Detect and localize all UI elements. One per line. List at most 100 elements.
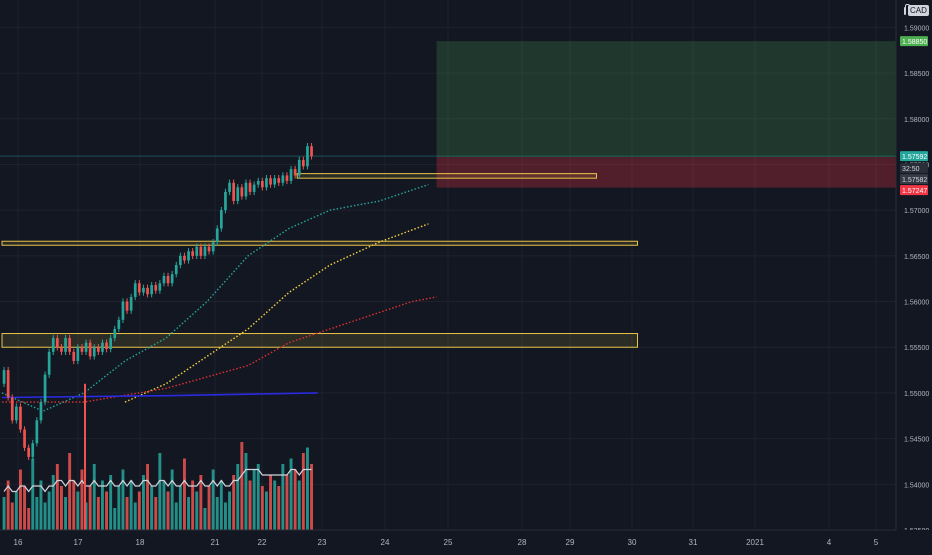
candles xyxy=(2,143,313,461)
x-tick-label: 22 xyxy=(258,538,267,547)
y-tick-label: 1.55000 xyxy=(904,391,929,398)
volume-bar xyxy=(51,475,55,530)
volume-bar xyxy=(88,486,92,530)
candle-body xyxy=(31,443,35,457)
candle-body xyxy=(51,338,55,352)
volume-bar xyxy=(232,475,236,530)
x-tick-label: 25 xyxy=(444,538,453,547)
candle-body xyxy=(187,251,190,261)
candle-body xyxy=(129,296,133,311)
candle-body xyxy=(293,169,297,176)
volume-bar xyxy=(23,486,26,530)
y-tick-label: 1.57000 xyxy=(904,208,929,215)
currency-badge[interactable]: CAD xyxy=(904,3,929,17)
volume-bar xyxy=(137,491,141,530)
x-tick-label: 17 xyxy=(74,538,83,547)
stop-price-tag: 1.57247 xyxy=(900,185,928,196)
volume-bar xyxy=(43,502,47,530)
price-axis-bg xyxy=(896,0,932,550)
candle-body xyxy=(97,347,100,352)
volume-ma-line xyxy=(3,468,312,493)
candle-body xyxy=(199,246,203,256)
candle-body xyxy=(256,180,260,185)
volume-bar xyxy=(240,442,244,530)
candle-body xyxy=(154,285,158,291)
ma-slow-line xyxy=(2,296,437,403)
volume-bar xyxy=(60,486,63,530)
time-axis-bg xyxy=(0,530,932,550)
candle-body xyxy=(64,338,67,352)
candle-body xyxy=(35,420,39,444)
y-tick-label: 1.54500 xyxy=(904,437,929,444)
candle-body xyxy=(215,228,219,243)
candle-body xyxy=(183,255,186,261)
candle-body xyxy=(125,301,129,311)
entry-price-tag-text: 1.57582 xyxy=(902,177,927,184)
volume-bar xyxy=(19,469,22,530)
candle-body xyxy=(248,182,252,192)
volume-bar xyxy=(64,497,67,530)
candle-body xyxy=(297,159,301,176)
volume-bar xyxy=(203,508,207,530)
target-price-tag: 1.58850 xyxy=(900,36,928,47)
current-price-tag-bg xyxy=(900,151,928,162)
currency-label: CAD xyxy=(908,4,929,16)
candle-body xyxy=(306,146,309,167)
candle-body xyxy=(146,287,149,295)
volume-bar xyxy=(109,475,113,530)
candle-body xyxy=(117,319,121,329)
candle-body xyxy=(207,246,211,252)
volume-bar xyxy=(297,480,301,530)
y-tick-label: 1.56000 xyxy=(904,300,929,307)
candle-body xyxy=(166,275,170,284)
candle-body xyxy=(281,175,285,183)
x-tick-label: 2021 xyxy=(746,538,764,547)
candle-body xyxy=(105,342,108,350)
volume-bar xyxy=(10,502,14,530)
volume-bar xyxy=(281,464,285,530)
support-zone-low xyxy=(1,333,638,348)
support-zone-mid xyxy=(1,240,638,246)
volume-bar xyxy=(265,491,268,530)
target-zone xyxy=(436,41,932,157)
volume-bar xyxy=(277,486,281,530)
candle-body xyxy=(101,342,104,352)
volume-bar xyxy=(293,469,297,530)
x-tick-label: 4 xyxy=(827,538,832,547)
candle-body xyxy=(10,397,14,421)
y-tick-label: 1.54000 xyxy=(904,482,929,489)
candle-body xyxy=(240,187,244,197)
volume-bar xyxy=(96,497,100,530)
volume-bar xyxy=(219,480,223,530)
entry-price-tag: 1.57582 xyxy=(900,174,928,185)
candle-body xyxy=(88,342,92,357)
x-tick-label: 23 xyxy=(318,538,327,547)
volume-bar xyxy=(306,447,309,530)
candle-body xyxy=(56,338,59,348)
volume-bar xyxy=(2,497,6,530)
volume-bar xyxy=(158,453,162,530)
x-tick-label: 31 xyxy=(689,538,698,547)
volume-bar xyxy=(142,475,145,530)
volume-bar xyxy=(14,491,18,530)
volume-bar xyxy=(121,469,125,530)
candle-body xyxy=(302,159,305,167)
volume-bar xyxy=(146,464,149,530)
candle-body xyxy=(244,182,248,197)
volume-bar xyxy=(129,480,133,530)
resistance-zone-top xyxy=(296,173,597,179)
x-tick-label: 29 xyxy=(566,538,575,547)
volume-bar xyxy=(244,453,248,530)
volume-bar xyxy=(170,469,174,530)
candle-body xyxy=(27,447,30,457)
volume-bar xyxy=(6,480,10,530)
volume-bar xyxy=(162,480,166,530)
candle-body xyxy=(211,242,215,252)
candle-body xyxy=(195,246,199,256)
candle-body xyxy=(47,351,51,375)
candle-body xyxy=(232,182,235,202)
volume-bars xyxy=(2,442,313,530)
price-axis: 1.590001.585001.580001.575001.570001.565… xyxy=(895,0,932,550)
